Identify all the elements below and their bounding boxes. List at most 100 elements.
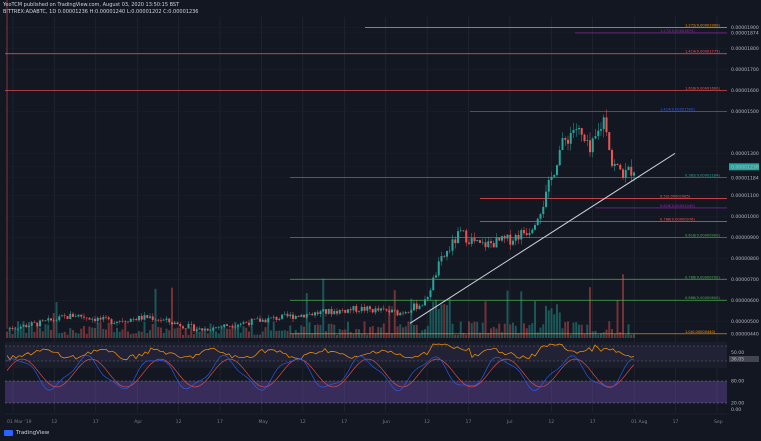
candle-body-215 xyxy=(597,130,600,137)
candle-body-210 xyxy=(583,134,586,142)
candle-body-61 xyxy=(173,322,176,325)
volume-bar-46 xyxy=(132,333,135,338)
volume-bar-180 xyxy=(501,332,503,338)
candle-body-128 xyxy=(358,311,360,312)
volume-bar-80 xyxy=(226,328,228,338)
volume-bar-114 xyxy=(319,324,322,338)
volume-bar-106 xyxy=(297,332,300,338)
volume-bar-97 xyxy=(272,321,275,338)
volume-bar-112 xyxy=(314,325,316,338)
volume-bar-142 xyxy=(396,326,399,338)
candle-body-183 xyxy=(509,234,512,245)
candle-body-21 xyxy=(63,315,66,317)
candle-body-226 xyxy=(627,166,630,171)
candle-body-105 xyxy=(294,315,297,319)
time-axis: 01 Mar '19 12 17 Apr 12 17 May 12 17 Jun 12 17 Jul 12… xyxy=(5,413,727,425)
volume-bar-203 xyxy=(564,322,567,338)
volume-bar-217 xyxy=(602,332,605,338)
volume-bar-11 xyxy=(36,325,39,338)
volume-bar-179 xyxy=(498,323,501,338)
candle-body-83 xyxy=(234,326,237,328)
time-label-3: Apr xyxy=(134,419,142,425)
candle-body-12 xyxy=(39,320,41,327)
candle-body-79 xyxy=(223,324,226,327)
volume-bar-186 xyxy=(517,333,520,338)
candle-body-62 xyxy=(176,322,179,325)
volume-bar-42 xyxy=(121,329,124,338)
time-label-17: Sep xyxy=(714,419,723,425)
candle-body-24 xyxy=(72,313,74,317)
candle-body-66 xyxy=(187,323,190,329)
candle-body-146 xyxy=(407,312,410,313)
candle-body-96 xyxy=(270,317,272,319)
candle-body-115 xyxy=(322,309,325,312)
candle-body-93 xyxy=(261,319,264,322)
volume-bar-64 xyxy=(182,334,184,338)
candle-body-113 xyxy=(316,312,319,315)
volume-bar-85 xyxy=(239,332,242,338)
volume-bar-58 xyxy=(165,328,168,338)
candle-body-87 xyxy=(245,322,248,323)
candle-body-227 xyxy=(630,166,633,176)
candle-body-144 xyxy=(402,312,404,314)
volume-bar-8 xyxy=(28,322,30,338)
candle-body-181 xyxy=(503,236,506,239)
volume-bar-23 xyxy=(69,328,72,338)
volume-bar-226 xyxy=(627,324,630,338)
candle-body-124 xyxy=(347,309,349,313)
time-label-5: 17 xyxy=(217,419,223,425)
candle-body-68 xyxy=(193,324,195,331)
volume-bar-137 xyxy=(382,323,385,338)
candle-body-164 xyxy=(457,231,459,244)
volume-bar-100 xyxy=(281,330,283,338)
volume-bar-53 xyxy=(151,323,154,338)
volume-bar-73 xyxy=(206,333,209,338)
time-label-15: 01 Aug xyxy=(631,419,647,425)
level-label-9: 0.618(0.00000900) xyxy=(685,233,720,237)
candle-body-208 xyxy=(578,128,580,130)
volume-bar-88 xyxy=(248,331,250,338)
candle-body-50 xyxy=(143,315,146,320)
time-label-6: May xyxy=(258,419,268,425)
candle-body-173 xyxy=(481,242,484,243)
volume-bar-77 xyxy=(217,333,220,338)
price-label-13: 0.00000700 xyxy=(731,277,759,283)
volume-bar-30 xyxy=(88,326,91,338)
rsi-last-value: 36.05 xyxy=(731,357,744,363)
candle-body-33 xyxy=(96,317,99,321)
footer: TradingView xyxy=(4,430,49,436)
volume-bar-35 xyxy=(102,328,105,338)
price-label-3: 0.00001700 xyxy=(731,67,759,73)
volume-bar-225 xyxy=(624,334,627,338)
candle-body-120 xyxy=(336,311,338,314)
volume-bar-158 xyxy=(440,304,443,338)
candle-body-4 xyxy=(17,328,19,330)
trendline xyxy=(409,152,676,324)
tradingview-logo-icon xyxy=(4,430,13,436)
volume-bar-192 xyxy=(534,301,536,338)
candle-body-23 xyxy=(69,313,72,319)
price-label-6: 0.00001300 xyxy=(731,151,759,157)
candle-body-119 xyxy=(333,311,336,315)
candle-body-89 xyxy=(250,318,253,326)
candle-body-160 xyxy=(446,251,448,257)
candle-body-200 xyxy=(556,165,558,176)
candle-body-184 xyxy=(512,240,514,245)
volume-bar-6 xyxy=(22,321,25,338)
candle-body-220 xyxy=(611,150,613,166)
trendline xyxy=(409,152,676,324)
volume-bar-139 xyxy=(388,305,391,338)
volume-bar-175 xyxy=(487,332,490,338)
volume-bar-183 xyxy=(509,324,512,338)
volume-bar-48 xyxy=(138,331,140,338)
candle-body-163 xyxy=(454,239,457,244)
candle-body-172 xyxy=(479,240,481,243)
time-label-13: 12 xyxy=(548,419,554,425)
volume-bar-164 xyxy=(457,334,459,338)
candle-body-25 xyxy=(74,316,77,318)
candle-body-65 xyxy=(184,328,187,329)
candle-body-121 xyxy=(338,309,341,314)
